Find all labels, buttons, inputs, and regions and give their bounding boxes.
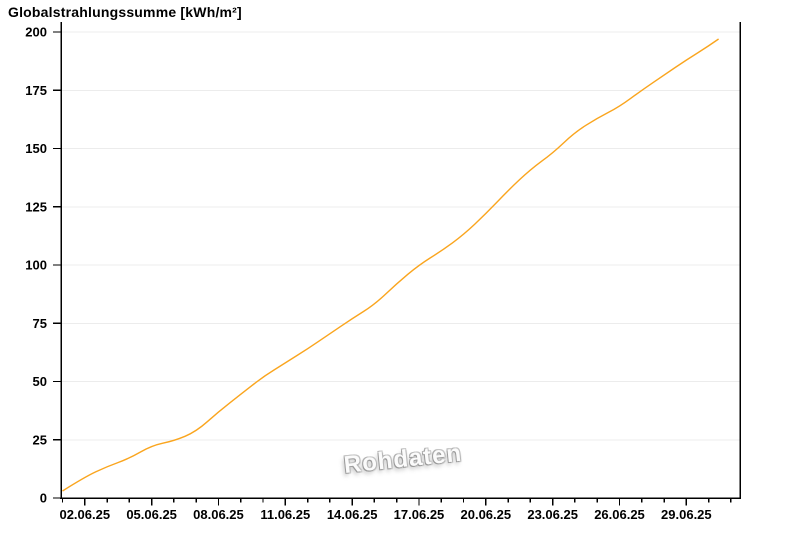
y-tick-label: 25: [33, 432, 47, 447]
x-tick-label: 14.06.25: [327, 507, 378, 522]
series-line-rohdaten: [62, 38, 720, 492]
chart-title: Globalstrahlungssumme [kWh/m²]: [8, 4, 242, 20]
x-tick-label: 23.06.25: [527, 507, 578, 522]
y-tick-label: 125: [25, 199, 47, 214]
y-tick-label: 100: [25, 258, 47, 273]
x-tick-label: 02.06.25: [59, 507, 110, 522]
y-tick-label: 75: [33, 316, 47, 331]
x-tick-label: 08.06.25: [193, 507, 244, 522]
y-tick-label: 175: [25, 83, 47, 98]
x-tick-label: 11.06.25: [260, 507, 310, 522]
y-tick-label: 200: [25, 25, 47, 40]
y-tick-label: 0: [40, 491, 47, 506]
x-tick-label: 05.06.25: [126, 507, 177, 522]
x-tick-label: 20.06.25: [461, 507, 512, 522]
y-tick-label: 50: [33, 374, 47, 389]
y-tick-label: 150: [25, 141, 47, 156]
x-tick-label: 17.06.25: [394, 507, 445, 522]
x-tick-label: 26.06.25: [594, 507, 645, 522]
x-tick-label: 29.06.25: [661, 507, 712, 522]
